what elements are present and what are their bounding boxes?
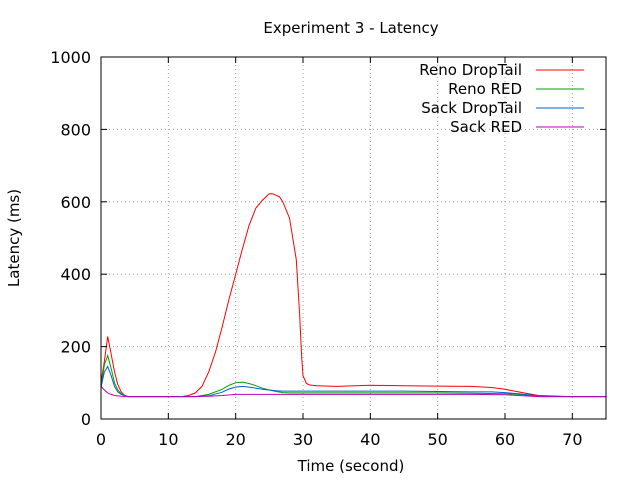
x-tick-label: 0 bbox=[96, 430, 106, 449]
series-line-sack-droptail bbox=[100, 365, 606, 398]
series-line-reno-droptail bbox=[100, 193, 606, 398]
y-tick-label: 1000 bbox=[50, 48, 91, 67]
y-tick-label: 600 bbox=[60, 193, 91, 212]
legend-label: Sack RED bbox=[450, 118, 522, 136]
legend-label: Reno DropTail bbox=[419, 61, 522, 79]
x-tick-label: 70 bbox=[562, 430, 582, 449]
axis-ticks: 0 10 20 30 40 50 60 70 0 200 400 600 800 1000 bbox=[50, 48, 606, 449]
x-tick-label: 10 bbox=[158, 430, 178, 449]
x-tick-label: 60 bbox=[495, 430, 515, 449]
y-tick-label: 800 bbox=[60, 120, 91, 139]
x-tick-label: 50 bbox=[427, 430, 447, 449]
x-tick-label: 30 bbox=[293, 430, 313, 449]
series-group bbox=[100, 193, 606, 398]
y-tick-label: 400 bbox=[60, 265, 91, 284]
series-line-sack-red bbox=[100, 386, 606, 398]
series-line-reno-red bbox=[100, 353, 606, 398]
y-tick-label: 0 bbox=[81, 410, 91, 429]
plot-frame bbox=[100, 56, 607, 420]
grid bbox=[101, 57, 606, 419]
x-tick-label: 20 bbox=[225, 430, 245, 449]
y-axis-label: Latency (ms) bbox=[5, 189, 23, 287]
x-tick-label: 40 bbox=[360, 430, 380, 449]
y-tick-label: 200 bbox=[60, 338, 91, 357]
x-axis-label: Time (second) bbox=[297, 457, 405, 475]
chart-title: Experiment 3 - Latency bbox=[263, 19, 438, 37]
legend-label: Reno RED bbox=[448, 80, 522, 98]
legend-label: Sack DropTail bbox=[421, 99, 522, 117]
